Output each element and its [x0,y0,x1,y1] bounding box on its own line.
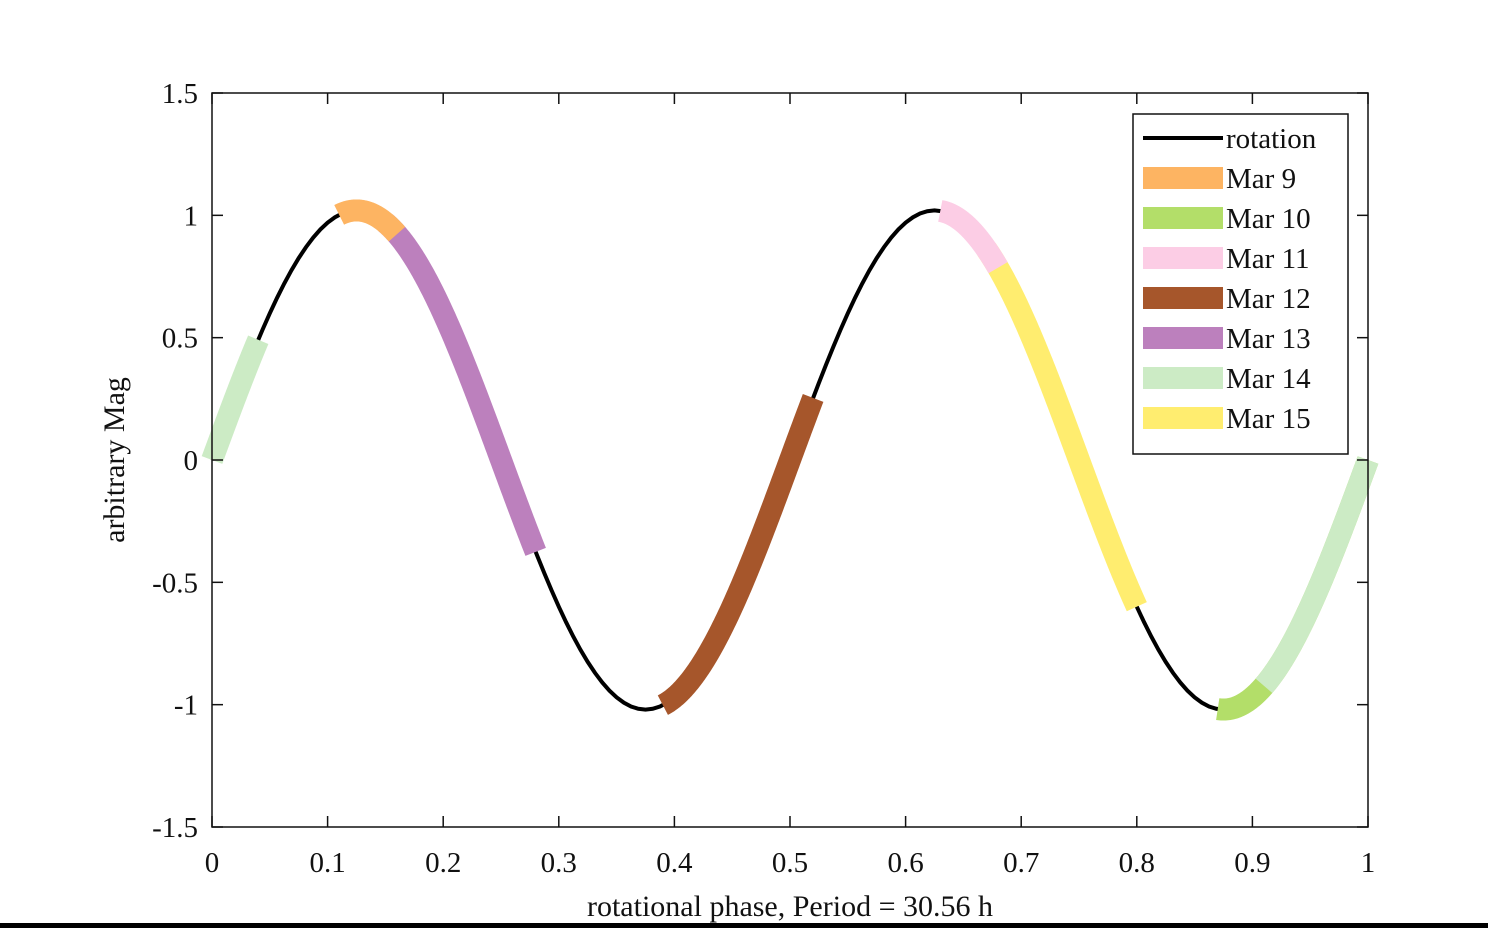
x-tick-label: 0.2 [425,847,461,879]
x-tick-label: 0.6 [887,847,923,879]
legend-swatch-mar-11 [1143,247,1223,269]
series-segment-mar-11 [938,200,1008,274]
legend-swatch-mar-15 [1143,407,1223,429]
legend-label-rotation: rotation [1226,123,1317,155]
x-tick-label: 0 [205,847,220,879]
x-tick-label: 0.9 [1234,847,1270,879]
series-segment-mar-13 [378,214,546,556]
x-tick-label: 0.1 [309,847,345,879]
x-tick-label: 0.7 [1003,847,1039,879]
legend-label-mar-9: Mar 9 [1226,163,1296,195]
series-segment-mar-14-b [1255,456,1379,693]
y-tick-label: -0.5 [152,567,198,599]
tick-layer: 0 0.1 0.2 0.3 0.4 0.5 0.6 0.7 0.8 0.9 1 -1.5 -1 -0.5 0… [152,78,1375,879]
x-axis-label: rotational phase, Period = 30.56 h [587,890,993,923]
y-tick-label: 1.5 [162,78,198,110]
y-tick-label: -1.5 [152,812,198,844]
legend-swatch-mar-12 [1143,287,1223,309]
series-segment-mar-9 [334,199,406,242]
series-segment-mar-15 [977,243,1147,612]
legend-swatch-mar-13 [1143,327,1223,349]
legend-label-mar-12: Mar 12 [1226,283,1311,315]
x-tick-label: 0.5 [772,847,808,879]
legend: rotation Mar 9 Mar 10 Mar 11 Mar 12 Mar 13 Mar… [1132,113,1349,455]
legend-label-mar-14: Mar 14 [1226,363,1311,395]
x-tick-label: 0.8 [1119,847,1155,879]
legend-swatch-mar-14 [1143,367,1223,389]
y-tick-label: 1 [184,200,199,232]
legend-swatch-mar-9 [1143,167,1223,189]
x-tick-label: 0.4 [656,847,693,879]
y-axis-label: arbitrary Mag [98,377,131,543]
y-tick-label: -1 [174,690,198,722]
legend-label-mar-11: Mar 11 [1226,243,1310,275]
legend-label-mar-15: Mar 15 [1226,403,1311,435]
x-tick-label: 0.3 [541,847,577,879]
y-tick-label: 0.5 [162,323,198,355]
legend-label-mar-13: Mar 13 [1226,323,1311,355]
series-segment-mar-14 [201,335,269,464]
legend-label-mar-10: Mar 10 [1226,203,1311,235]
y-tick-label: 0 [184,445,199,477]
legend-swatch-mar-10 [1143,207,1223,229]
series-layer [201,199,1379,721]
series-segment-mar-12 [657,394,824,715]
x-tick-label: 1 [1361,847,1376,879]
